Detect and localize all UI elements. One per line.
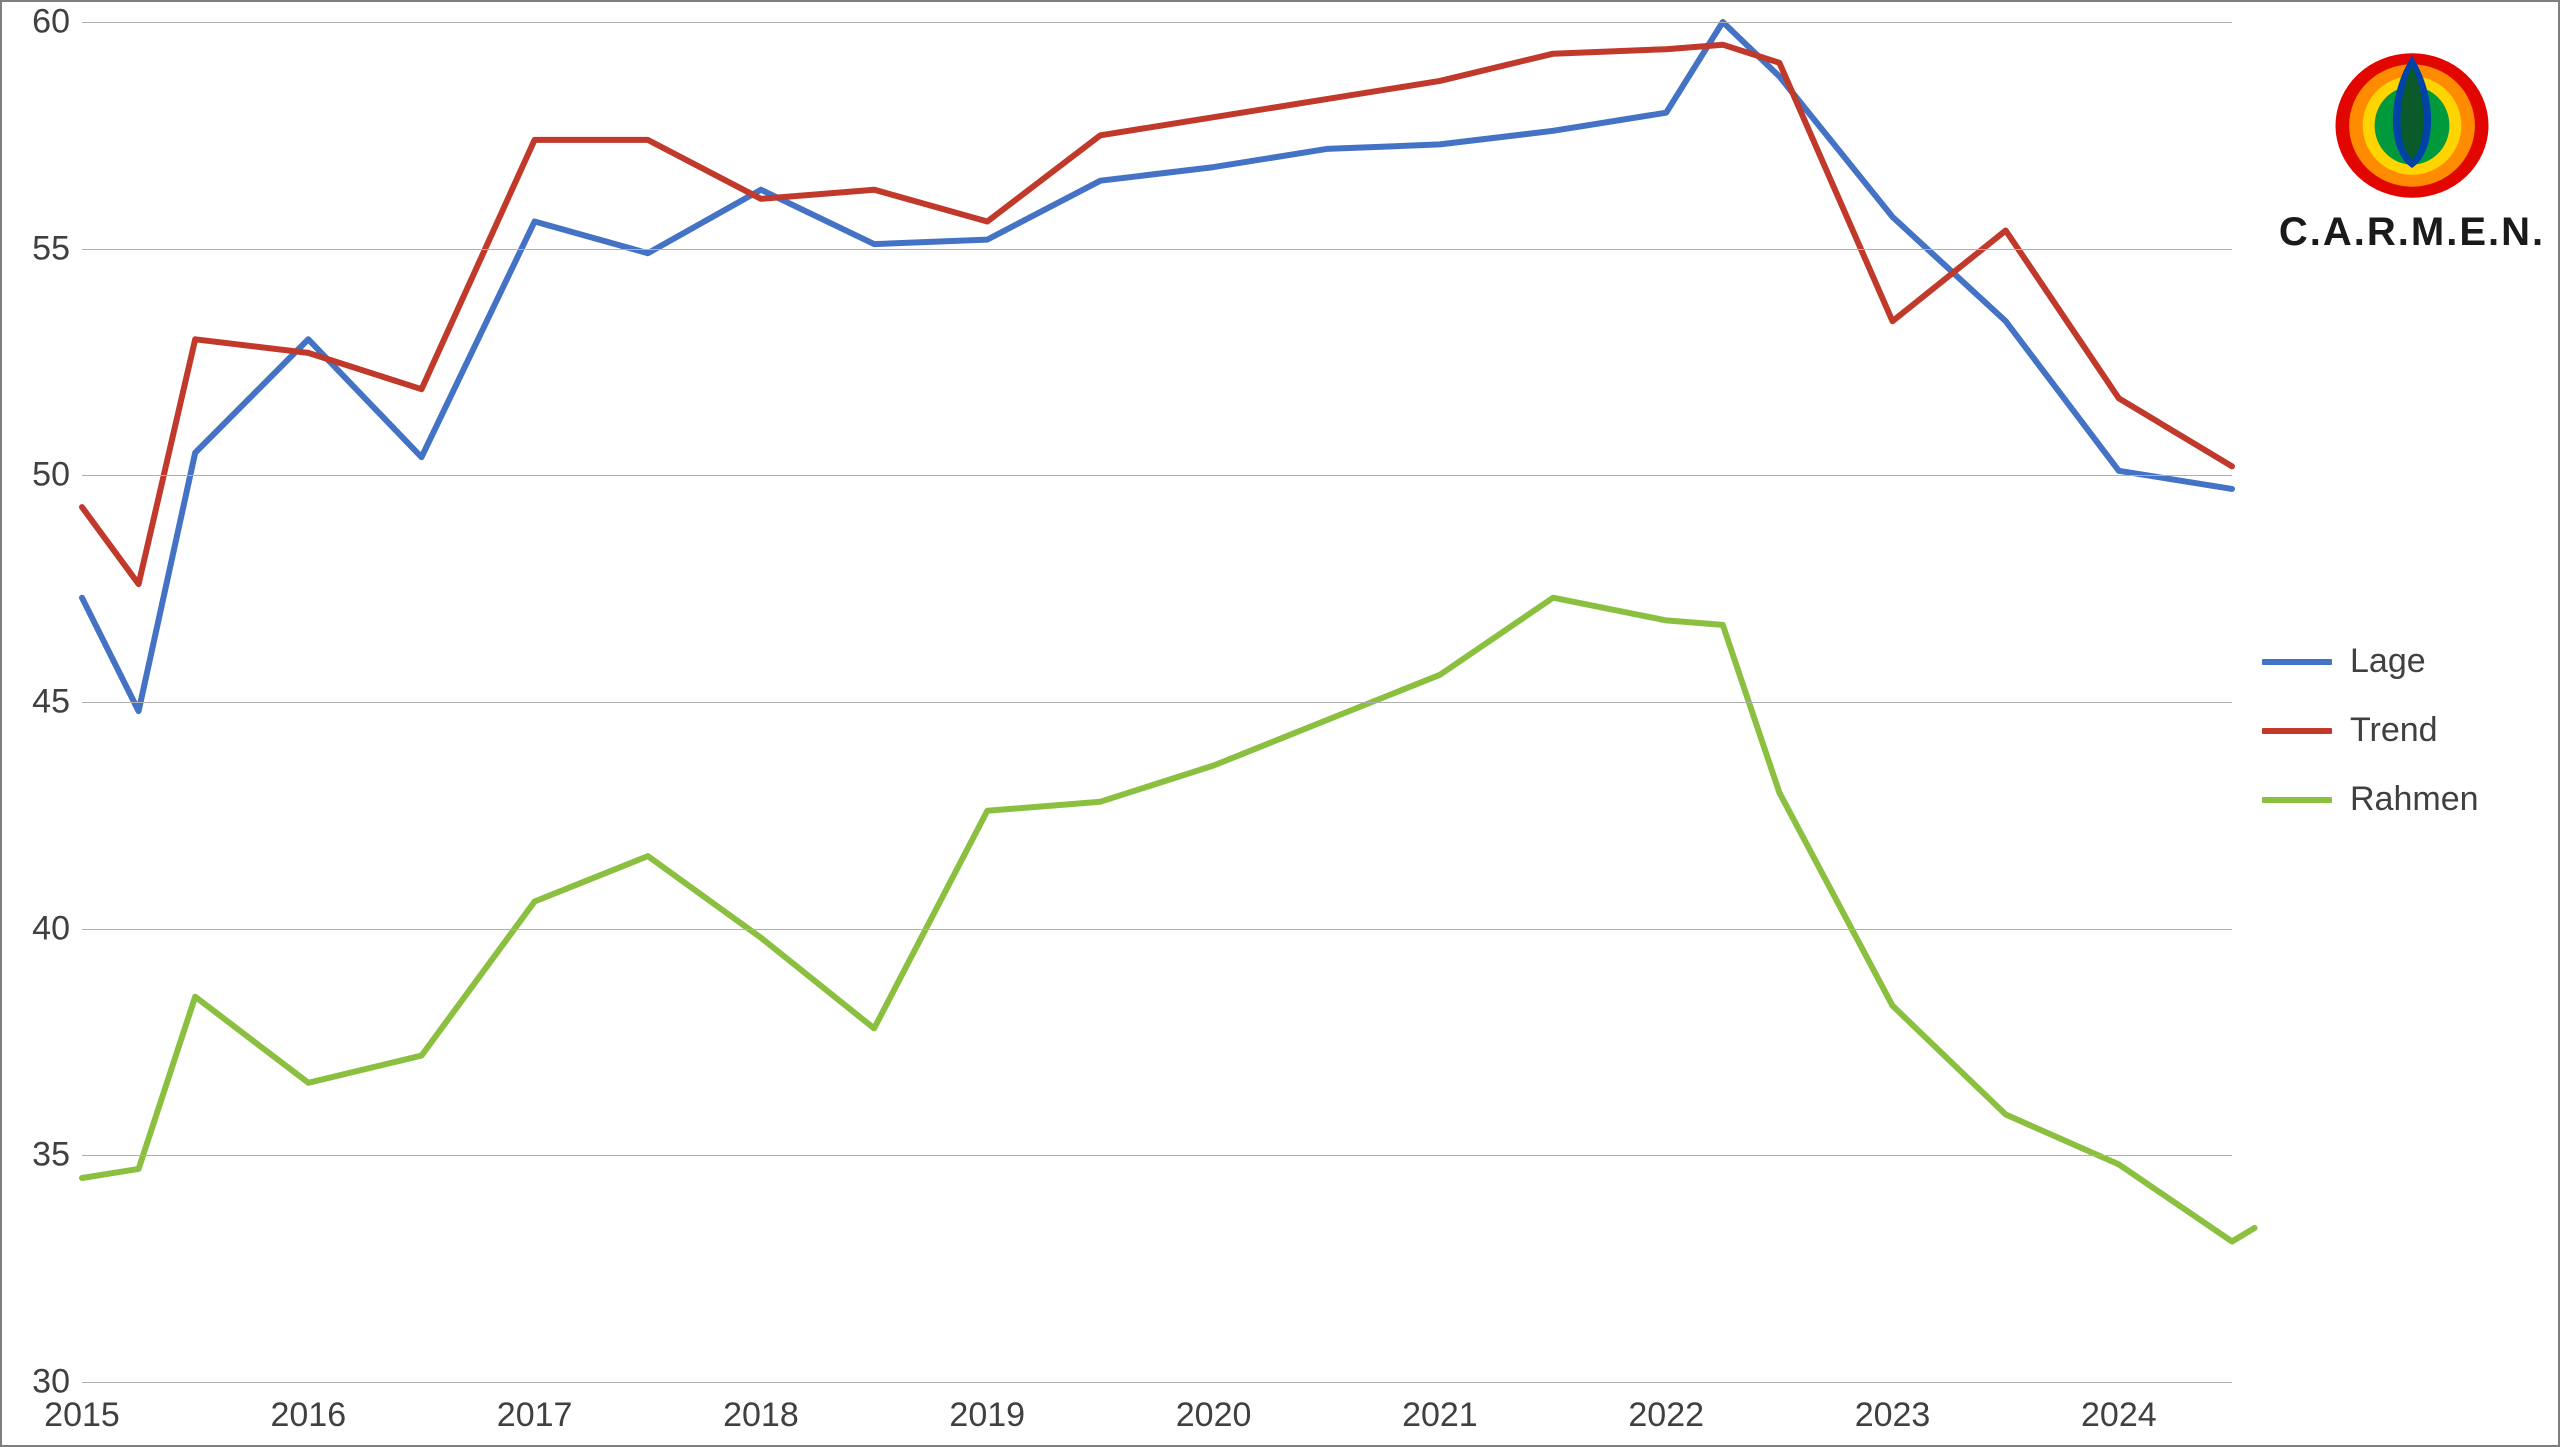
- legend: Lage Trend Rahmen: [2262, 642, 2479, 819]
- legend-item-trend: Trend: [2262, 711, 2479, 750]
- y-axis-tick-label: 40: [32, 909, 82, 948]
- x-axis-tick-label: 2015: [44, 1382, 120, 1435]
- gridline-y: [82, 249, 2232, 250]
- x-axis-tick-label: 2016: [270, 1382, 346, 1435]
- y-axis-tick-label: 50: [32, 456, 82, 495]
- logo-text: C.A.R.M.E.N.: [2279, 210, 2545, 255]
- series-line-rahmen: [82, 598, 2255, 1242]
- carmen-logo-icon: [2327, 32, 2497, 202]
- y-axis-tick-label: 35: [32, 1136, 82, 1175]
- legend-label: Trend: [2350, 711, 2438, 750]
- carmen-logo: C.A.R.M.E.N.: [2282, 32, 2542, 255]
- gridline-y: [82, 702, 2232, 703]
- plot-area: 3035404550556020152016201720182019202020…: [82, 22, 2232, 1382]
- x-axis-tick-label: 2021: [1402, 1382, 1478, 1435]
- y-axis-tick-label: 60: [32, 3, 82, 42]
- legend-label: Lage: [2350, 642, 2426, 681]
- chart-frame: 3035404550556020152016201720182019202020…: [0, 0, 2560, 1447]
- legend-item-lage: Lage: [2262, 642, 2479, 681]
- legend-item-rahmen: Rahmen: [2262, 780, 2479, 819]
- x-axis-tick-label: 2023: [1855, 1382, 1931, 1435]
- legend-swatch: [2262, 728, 2332, 734]
- legend-swatch: [2262, 659, 2332, 665]
- gridline-y: [82, 1155, 2232, 1156]
- x-axis-tick-label: 2022: [1628, 1382, 1704, 1435]
- x-axis-tick-label: 2024: [2081, 1382, 2157, 1435]
- legend-label: Rahmen: [2350, 780, 2479, 819]
- series-line-trend: [82, 45, 2232, 584]
- y-axis-tick-label: 55: [32, 229, 82, 268]
- legend-swatch: [2262, 797, 2332, 803]
- y-axis-tick-label: 45: [32, 683, 82, 722]
- gridline-y: [82, 475, 2232, 476]
- x-axis-tick-label: 2018: [723, 1382, 799, 1435]
- x-axis-tick-label: 2019: [949, 1382, 1025, 1435]
- x-axis-tick-label: 2017: [497, 1382, 573, 1435]
- gridline-y: [82, 929, 2232, 930]
- x-axis-tick-label: 2020: [1176, 1382, 1252, 1435]
- gridline-y: [82, 22, 2232, 23]
